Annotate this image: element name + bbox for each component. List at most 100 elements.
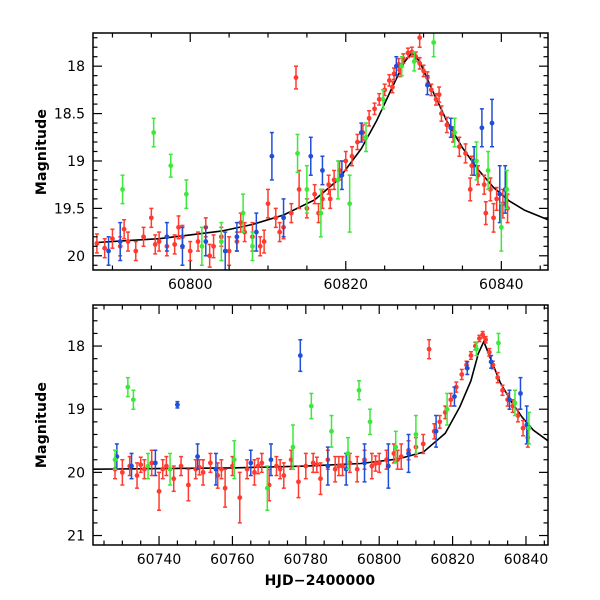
bottom-panel-green-point (526, 411, 532, 445)
bottom-panel-red-point (138, 456, 144, 474)
top-panel-green-point (168, 153, 174, 178)
bottom-panel-red-point (200, 458, 206, 486)
bottom-panel-red-point (336, 455, 342, 477)
top-panel-green-point (347, 174, 353, 233)
bottom-panel-green-point (413, 414, 419, 455)
top-panel-red-point (121, 219, 127, 240)
bottom-panel-fit-curve (93, 339, 548, 470)
top-panel-red-point (390, 80, 395, 94)
top-panel-red-point (261, 229, 267, 254)
bottom-panel-red-point (163, 455, 169, 477)
top-panel-green-point (120, 174, 125, 205)
top-panel-red-point (172, 234, 178, 255)
bottom-panel-red-point (332, 455, 338, 483)
top-panel-red-point (265, 188, 271, 219)
top-panel-blue-point (479, 108, 485, 148)
top-panel-red-point (296, 169, 302, 210)
bottom-panel-green-point (444, 392, 450, 426)
top-panel-blue-point (222, 231, 228, 270)
bottom-panel-red-point (255, 457, 261, 475)
top-panel-red-point (273, 207, 279, 229)
top-panel-green-point (363, 122, 369, 153)
top-panel-red-point (277, 221, 283, 243)
top-panel-red-point (156, 231, 162, 252)
top-panel-red-point (349, 146, 355, 167)
top-panel-red-point (207, 243, 213, 268)
bottom-panel-green-point (130, 389, 136, 410)
bottom-panel-blue-point (488, 354, 494, 369)
top-panel-red-point (456, 136, 462, 157)
bottom-panel-blue-point (297, 338, 303, 373)
top-panel-red-point (110, 228, 115, 249)
bottom-panel-x-tick-label: 60820 (430, 552, 475, 568)
bottom-panel-red-point (244, 458, 250, 480)
top-panel-red-point (312, 183, 318, 205)
bottom-panel-x-tick-label: 60800 (357, 552, 402, 568)
top-panel-red-point (226, 236, 232, 267)
bottom-panel-red-point (237, 471, 243, 524)
bottom-panel-red-point (219, 458, 224, 480)
top-panel-blue-point (320, 155, 325, 186)
bottom-panel-blue-point (129, 452, 134, 480)
top-panel-red-point (439, 105, 444, 122)
top-panel-red-point (176, 215, 181, 240)
top-panel-light-curve: 60800 60820 60840 18 18.5 19 19.5 20 Magnitude (34, 32, 549, 293)
bottom-panel-frame (92, 304, 549, 546)
bottom-panel-red-point (259, 452, 265, 474)
bottom-panel-red-point (141, 458, 147, 480)
bottom-panel-green-point (474, 342, 479, 357)
bottom-panel-red-point (222, 468, 228, 508)
bottom-panel-green-point (512, 389, 518, 417)
bottom-panel-red-point (340, 455, 345, 477)
top-panel-red-point (488, 177, 493, 202)
top-panel-blue-point (339, 160, 345, 191)
top-panel-blue-point (203, 226, 209, 257)
bottom-panel-red-point (149, 449, 155, 477)
top-panel-y-tick-label: 20 (67, 249, 85, 265)
top-panel-points-group (94, 33, 510, 270)
top-panel-red-point (141, 226, 146, 248)
top-panel-blue-point (269, 131, 275, 181)
top-panel-green-point (151, 117, 157, 148)
bottom-panel-red-point (373, 455, 378, 472)
bottom-panel-red-point (119, 458, 125, 486)
bottom-panel-red-point (420, 433, 426, 455)
bottom-panel-blue-point (325, 446, 331, 486)
top-panel-red-point (195, 231, 201, 252)
top-panel-red-point (494, 186, 500, 212)
bottom-panel-green-point (393, 430, 399, 464)
bottom-panel-green-point (356, 380, 362, 401)
bottom-panel-red-point (468, 350, 474, 361)
bottom-panel-green-point (167, 452, 173, 486)
bottom-panel-blue-point (213, 452, 219, 486)
top-panel-red-point (102, 237, 108, 259)
top-panel-red-point (405, 47, 411, 59)
bottom-panel-red-point (277, 458, 283, 480)
top-panel-blue-point (281, 198, 286, 238)
top-panel-red-point (428, 83, 434, 97)
top-panel-green-point (318, 188, 324, 238)
top-panel-blue-point (393, 55, 399, 77)
bottom-panel-green-point (112, 449, 118, 470)
top-panel-red-point (125, 231, 131, 252)
top-panel-green-point (411, 51, 417, 72)
bottom-panel-y-axis-title: Magnitude (34, 382, 50, 468)
bottom-panel-blue-point (268, 443, 274, 477)
bottom-panel-x-tick-label: 60740 (137, 552, 182, 568)
top-panel-red-point (211, 234, 216, 259)
top-panel-green-point (199, 226, 205, 267)
bottom-panel-green-point (125, 376, 131, 398)
top-panel-red-point (376, 92, 382, 106)
bottom-panel-points-group (112, 330, 532, 524)
top-panel-red-point (444, 116, 450, 134)
bottom-panel-red-point (296, 465, 301, 499)
bottom-panel-blue-point (195, 443, 200, 470)
top-panel-blue-point (180, 226, 185, 267)
top-panel-red-point (436, 86, 442, 103)
top-panel-green-point (304, 164, 310, 214)
bottom-panel-red-point (459, 368, 465, 381)
top-panel-y-tick-label: 19.5 (54, 201, 85, 217)
bottom-panel-red-point (208, 452, 213, 474)
bottom-panel-red-point (448, 392, 454, 407)
bottom-panel-fit-curve-group (93, 339, 548, 470)
